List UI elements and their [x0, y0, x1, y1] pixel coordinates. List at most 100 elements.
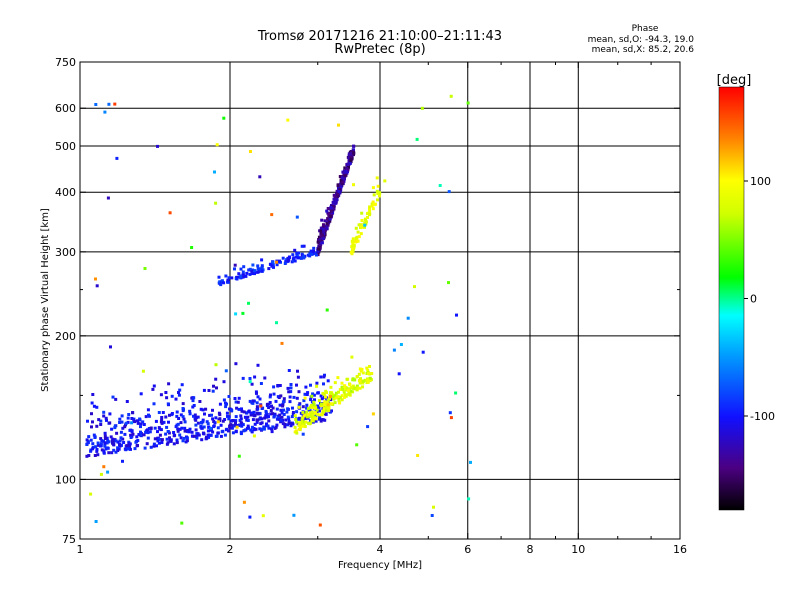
- data-point: [333, 197, 337, 201]
- data-point: [237, 407, 241, 411]
- data-point: [304, 385, 308, 389]
- data-point: [406, 316, 410, 320]
- data-point: [121, 459, 124, 463]
- data-point: [227, 395, 231, 398]
- data-point: [157, 441, 161, 445]
- data-point: [309, 404, 313, 407]
- data-point: [138, 417, 142, 421]
- data-point: [314, 419, 318, 423]
- data-point: [281, 402, 285, 406]
- data-point: [294, 429, 298, 433]
- data-point: [291, 422, 295, 426]
- data-point: [93, 436, 97, 439]
- data-point: [136, 419, 139, 423]
- data-point: [165, 425, 169, 429]
- data-point: [352, 144, 356, 148]
- data-point: [239, 421, 243, 425]
- data-point: [234, 415, 238, 419]
- data-point: [90, 412, 93, 416]
- data-point: [115, 156, 119, 160]
- data-point: [326, 207, 330, 210]
- data-point: [346, 168, 350, 172]
- data-point: [271, 425, 275, 429]
- data-point: [160, 438, 164, 442]
- data-point: [255, 420, 259, 424]
- data-point: [337, 399, 341, 403]
- data-point: [316, 249, 320, 253]
- data-point: [182, 436, 186, 440]
- data-point: [293, 425, 297, 429]
- data-point: [354, 236, 358, 240]
- data-point: [295, 420, 298, 424]
- data-point: [234, 430, 238, 434]
- data-point: [246, 424, 250, 428]
- data-point: [337, 390, 340, 394]
- data-point: [324, 228, 327, 232]
- data-point: [94, 445, 98, 449]
- data-point: [86, 441, 90, 445]
- data-point: [300, 244, 304, 248]
- y-tick-label: 200: [55, 330, 76, 343]
- data-point: [344, 170, 348, 174]
- data-point: [142, 423, 146, 426]
- data-point: [103, 441, 107, 445]
- data-point: [420, 106, 424, 110]
- data-point: [207, 425, 211, 429]
- data-point: [92, 433, 96, 437]
- data-point: [355, 388, 359, 392]
- data-point: [370, 204, 374, 208]
- data-point: [325, 401, 329, 404]
- data-point: [213, 170, 216, 174]
- data-point: [215, 143, 219, 147]
- data-point: [368, 209, 372, 213]
- data-point: [96, 453, 100, 457]
- data-point: [175, 441, 179, 445]
- data-point: [277, 417, 281, 421]
- data-point: [117, 447, 121, 451]
- data-point: [262, 425, 266, 429]
- data-point: [467, 497, 471, 501]
- data-point: [376, 192, 380, 195]
- data-point: [305, 403, 309, 407]
- data-point: [212, 425, 216, 429]
- data-point: [348, 383, 352, 387]
- data-point: [102, 465, 106, 469]
- data-point: [168, 211, 172, 215]
- data-point: [342, 395, 346, 399]
- data-point: [337, 190, 341, 193]
- data-point: [312, 400, 316, 404]
- data-point: [282, 413, 286, 416]
- data-point: [302, 399, 306, 403]
- data-point: [170, 394, 174, 398]
- data-point: [242, 500, 246, 504]
- data-point: [256, 270, 260, 274]
- data-point: [100, 439, 104, 443]
- data-point: [261, 514, 265, 518]
- data-point: [283, 262, 287, 265]
- data-point: [298, 416, 301, 420]
- data-point: [349, 155, 353, 159]
- data-point: [269, 393, 272, 397]
- data-point: [295, 396, 299, 400]
- data-point: [142, 433, 146, 437]
- data-point: [105, 418, 108, 422]
- data-point: [275, 417, 279, 421]
- data-point: [309, 409, 313, 413]
- data-point: [343, 177, 346, 181]
- data-point: [228, 407, 231, 411]
- data-point: [255, 391, 258, 395]
- data-point: [316, 391, 320, 395]
- data-point: [161, 411, 165, 414]
- data-point: [466, 101, 470, 105]
- data-point: [219, 283, 223, 287]
- data-point: [103, 444, 107, 448]
- data-point: [270, 213, 274, 217]
- data-point: [265, 422, 268, 426]
- data-point: [373, 202, 377, 206]
- data-point: [268, 395, 272, 399]
- data-point: [378, 191, 381, 195]
- data-point: [287, 420, 291, 423]
- data-point: [226, 280, 229, 284]
- data-point: [318, 415, 322, 419]
- data-point: [336, 183, 340, 187]
